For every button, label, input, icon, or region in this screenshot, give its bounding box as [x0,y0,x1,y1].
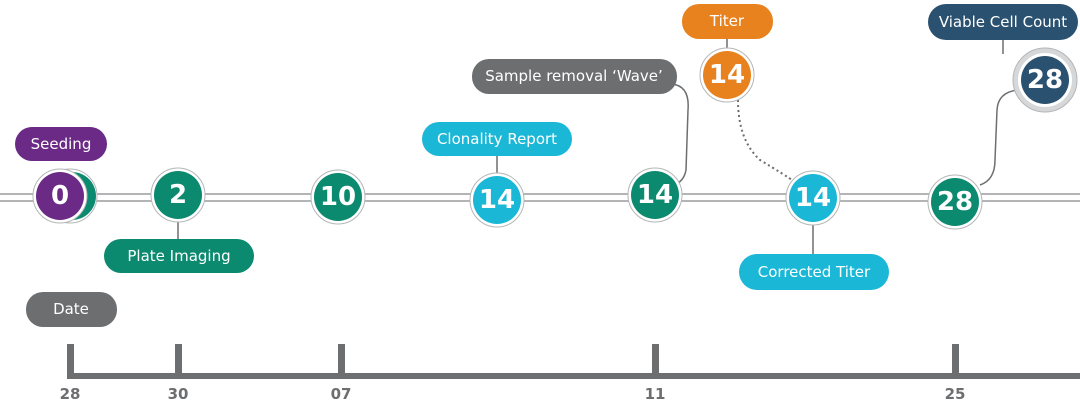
node-number: 0 [51,181,69,211]
node-number: 28 [1027,65,1063,95]
date-tick-label: 30 [168,385,189,403]
connector [979,89,1019,186]
date-tick [952,344,959,376]
label-pill [26,292,117,327]
label-pill [422,122,572,156]
label-pill [472,59,677,94]
node-label: Seeding [31,135,92,153]
connector [671,83,689,187]
date-label: Date [53,300,89,318]
node-number: 10 [320,182,356,212]
dotted-connector [737,99,796,183]
label-pill [928,4,1078,40]
date-tick-label: 11 [645,385,666,403]
node [36,172,84,220]
node [473,176,521,224]
node-number: 14 [637,180,673,210]
node-label: Viable Cell Count [939,13,1067,31]
label-pill [104,239,254,273]
date-tick [652,344,659,376]
node [314,173,362,221]
node-label: Plate Imaging [127,247,230,265]
node [931,178,979,226]
label-pill [682,4,773,39]
date-tick-label: 07 [331,385,352,403]
node-number: 28 [937,187,973,217]
date-tick-label: 25 [945,385,966,403]
node [1021,56,1069,104]
label-pill [15,127,107,161]
node-number: 14 [795,183,831,213]
date-tick [175,344,182,376]
date-tick [338,344,345,376]
date-tick-label: 28 [60,385,81,403]
node-number: 14 [709,60,745,90]
node-label: Corrected Titer [758,263,871,281]
date-tick [67,344,74,376]
node-label: Titer [709,12,745,30]
node [789,174,837,222]
node-number: 14 [479,185,515,215]
label-pill [739,254,889,290]
node-number: 2 [169,180,187,210]
node [154,171,202,219]
node [703,51,751,99]
node [631,171,679,219]
node-label: Clonality Report [437,130,557,148]
node-label: Sample removal ‘Wave’ [485,67,663,85]
